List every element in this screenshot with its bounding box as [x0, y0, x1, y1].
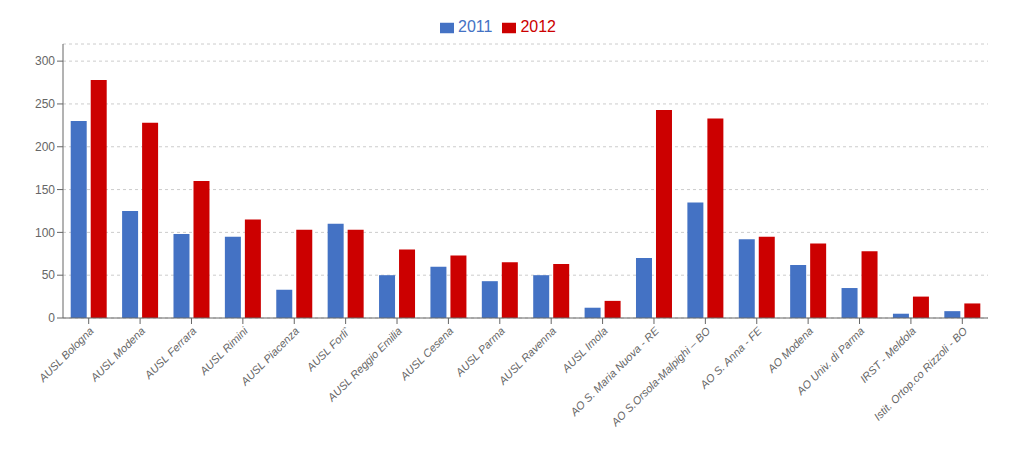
svg-text:AUSL Reggio Emilia: AUSL Reggio Emilia [325, 325, 405, 405]
html-text:2012: 2012 [520, 18, 556, 35]
svg-text:50: 50 [42, 268, 56, 282]
svg-text:AO Univ. di Parma: AO Univ. di Parma [794, 325, 867, 398]
svg-text:300: 300 [35, 54, 55, 68]
svg-text:AO S. Anna - FE: AO S. Anna - FE [697, 324, 764, 391]
svg-text:AUSL Parma: AUSL Parma [452, 325, 506, 379]
svg-text:AUSL Rimini: AUSL Rimini [197, 324, 251, 378]
svg-text:AUSL Bologna: AUSL Bologna [36, 325, 96, 385]
svg-text:AUSL Forli`: AUSL Forli` [303, 325, 352, 374]
svg-text:AO S.Orsola-Malpighi – BO: AO S.Orsola-Malpighi – BO [608, 324, 713, 429]
svg-text:AO S. Maria Nuova - RE: AO S. Maria Nuova - RE [567, 324, 661, 418]
svg-text:Istit. Ortop.co Rizzoli - BO: Istit. Ortop.co Rizzoli - BO [871, 324, 969, 422]
svg-text:150: 150 [35, 183, 55, 197]
svg-text:AUSL Cesena: AUSL Cesena [397, 325, 455, 383]
svg-text:200: 200 [35, 140, 55, 154]
html-text:2011: 2011 [458, 18, 493, 35]
svg-text:AUSL Modena: AUSL Modena [88, 325, 148, 385]
svg-text:IRST - Meldola: IRST - Meldola [857, 324, 918, 385]
svg-text:0: 0 [48, 311, 55, 325]
svg-text:100: 100 [35, 226, 55, 240]
svg-text:AUSL Ravenna: AUSL Ravenna [496, 325, 559, 388]
svg-text:AUSL Imola: AUSL Imola [559, 325, 610, 376]
svg-text:AO Modena: AO Modena [765, 325, 816, 376]
svg-text:250: 250 [35, 97, 55, 111]
svg-text:AUSL Piacenza: AUSL Piacenza [238, 325, 302, 389]
svg-text:AUSL Ferrara: AUSL Ferrara [142, 325, 199, 382]
